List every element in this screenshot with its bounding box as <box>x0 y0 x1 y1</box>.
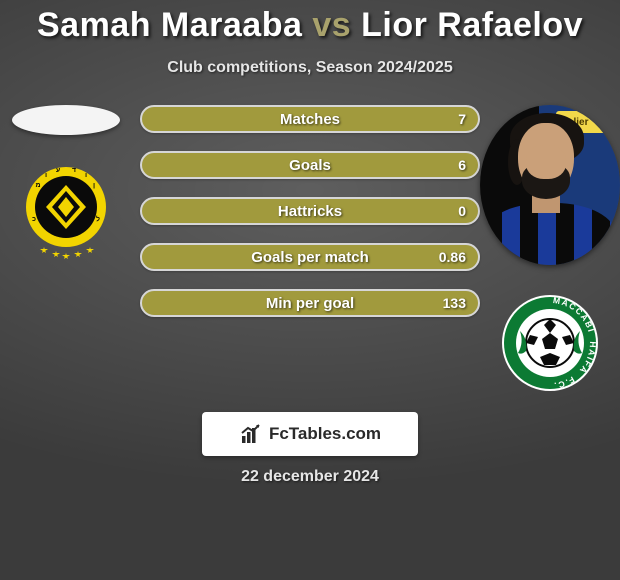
player1-club-crest: מ ו ע ד ו ן כ ל <box>16 163 116 263</box>
svg-text:ע: ע <box>56 167 60 174</box>
player2-photo: lier <box>480 105 620 265</box>
svg-text:ו: ו <box>85 172 87 179</box>
stat-row: Matches 7 <box>140 105 480 133</box>
title-player2: Lior Rafaelov <box>361 6 583 44</box>
stat-label: Hattricks <box>278 203 342 220</box>
svg-text:כ: כ <box>32 216 36 223</box>
svg-text:מ: מ <box>35 182 40 189</box>
svg-text:ד: ד <box>72 167 76 174</box>
stat-value-right: 0 <box>458 203 466 219</box>
maccabi-netanya-crest-icon: מ ו ע ד ו ן כ ל <box>16 163 116 263</box>
svg-text:ן: ן <box>93 182 95 189</box>
stat-value-right: 133 <box>443 295 466 311</box>
title-player1: Samah Maraaba <box>37 6 302 44</box>
stat-label: Goals per match <box>251 249 369 266</box>
site-name: FcTables.com <box>269 424 381 444</box>
svg-text:ל: ל <box>96 215 100 223</box>
svg-text:ו: ו <box>45 172 47 179</box>
page-title: Samah Maraaba vs Lior Rafaelov <box>0 6 620 45</box>
player2-club-crest: MACCABI HAIFA F.C. <box>500 293 600 393</box>
subtitle: Club competitions, Season 2024/2025 <box>0 59 620 77</box>
stat-label: Goals <box>289 157 331 174</box>
player1-photo-placeholder <box>12 105 120 135</box>
stat-label: Min per goal <box>266 295 354 312</box>
stat-row: Goals 6 <box>140 151 480 179</box>
stat-bars: Matches 7 Goals 6 Hattricks 0 Goals per … <box>140 105 480 335</box>
stat-row: Min per goal 133 <box>140 289 480 317</box>
date-label: 22 december 2024 <box>0 468 620 486</box>
stat-row: Goals per match 0.86 <box>140 243 480 271</box>
content-area: מ ו ע ד ו ן כ ל <box>0 105 620 365</box>
stat-label: Matches <box>280 111 340 128</box>
stat-row: Hattricks 0 <box>140 197 480 225</box>
left-column: מ ו ע ד ו ן כ ל <box>6 105 126 263</box>
bar-chart-icon <box>239 422 263 446</box>
right-column: lier MACCABI HAIFA F. <box>490 105 610 393</box>
stat-value-right: 7 <box>458 111 466 127</box>
stat-value-right: 0.86 <box>439 249 466 265</box>
maccabi-haifa-crest-icon: MACCABI HAIFA F.C. <box>500 293 600 393</box>
title-vs: vs <box>312 6 351 44</box>
stat-value-right: 6 <box>458 157 466 173</box>
site-badge: FcTables.com <box>202 412 418 456</box>
infographic-container: Samah Maraaba vs Lior Rafaelov Club comp… <box>0 0 620 580</box>
avatar-face <box>526 145 566 179</box>
